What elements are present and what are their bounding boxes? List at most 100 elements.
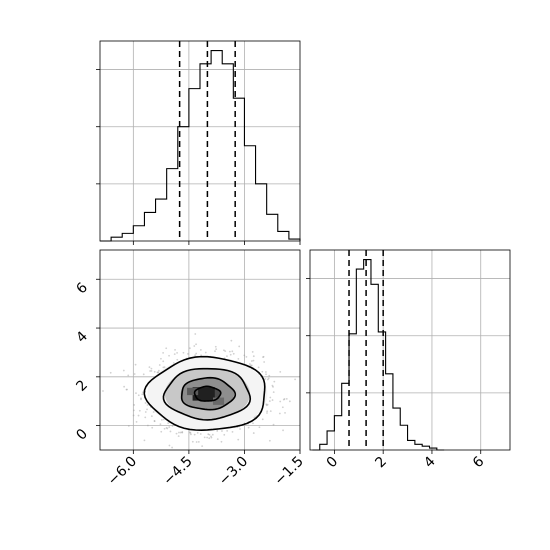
sample-point xyxy=(176,358,179,361)
sample-point xyxy=(279,400,282,403)
sample-point xyxy=(222,349,225,352)
sample-point xyxy=(151,426,154,429)
sample-point xyxy=(163,366,166,369)
sample-point xyxy=(176,351,178,354)
sample-point xyxy=(278,412,281,415)
sample-point xyxy=(214,350,216,353)
y-marginal-tick-label: 2 xyxy=(372,454,390,472)
sample-point xyxy=(162,366,165,369)
sample-point xyxy=(153,420,156,423)
sample-point xyxy=(220,440,223,443)
sample-point xyxy=(266,378,269,381)
sample-point xyxy=(203,436,206,439)
sample-point xyxy=(149,370,151,372)
sample-point xyxy=(140,397,142,400)
sample-point xyxy=(231,350,234,353)
sample-point xyxy=(265,373,267,376)
sample-point xyxy=(226,355,228,358)
sample-point xyxy=(272,423,275,426)
sample-point xyxy=(231,430,234,433)
sample-point xyxy=(174,348,176,351)
sample-point xyxy=(158,364,161,366)
sample-point xyxy=(261,418,264,421)
sample-point xyxy=(181,431,184,433)
sample-point xyxy=(224,350,227,353)
sample-point xyxy=(237,357,240,360)
sample-point xyxy=(247,426,250,429)
contour-line xyxy=(162,367,252,421)
y-tick-label: 6 xyxy=(73,280,91,298)
y-marginal-histogram xyxy=(312,258,445,451)
sample-point xyxy=(127,374,130,377)
sample-point xyxy=(261,370,264,373)
sample-point xyxy=(102,390,104,392)
y-marginal-tick-label: 6 xyxy=(470,453,488,471)
sample-point xyxy=(267,377,270,380)
sample-point xyxy=(193,433,196,436)
x-tick-label: −3.0 xyxy=(216,454,251,489)
sample-point xyxy=(194,450,196,452)
sample-point xyxy=(228,350,231,353)
y-tick-label: 2 xyxy=(73,377,91,395)
sample-point xyxy=(195,441,198,443)
sample-point xyxy=(147,424,149,427)
sample-point xyxy=(257,366,260,369)
x-marginal-quantiles xyxy=(178,41,236,241)
x-marginal-ticks xyxy=(96,69,301,245)
sample-point xyxy=(243,354,246,357)
sample-point xyxy=(141,393,144,396)
sample-point xyxy=(150,370,153,372)
sample-point xyxy=(146,408,148,411)
sample-point xyxy=(196,431,199,434)
sample-point xyxy=(171,446,174,449)
contour-line xyxy=(143,355,266,431)
sample-point xyxy=(168,444,171,447)
sample-point xyxy=(269,396,272,399)
sample-point xyxy=(266,412,268,414)
x-tick-label: −4.5 xyxy=(160,454,195,489)
sample-point xyxy=(123,385,126,388)
sample-point xyxy=(188,431,191,434)
sample-point xyxy=(143,439,146,442)
density-cell xyxy=(212,397,225,405)
sample-point xyxy=(148,366,151,368)
sample-point xyxy=(268,374,271,377)
sample-point xyxy=(238,345,241,348)
sample-point xyxy=(135,392,137,395)
sample-point xyxy=(160,418,163,421)
sample-point xyxy=(282,429,284,432)
sample-point xyxy=(172,362,175,364)
sample-point xyxy=(265,404,268,407)
sample-point xyxy=(190,433,192,436)
sample-point xyxy=(178,431,180,434)
sample-point xyxy=(285,397,288,400)
y-marginal-frame xyxy=(309,249,511,451)
sample-point xyxy=(127,424,130,427)
sample-point xyxy=(216,430,219,432)
x-tick-label: −1.5 xyxy=(271,454,306,489)
sample-point xyxy=(193,345,196,347)
sample-point xyxy=(229,353,232,356)
sample-point xyxy=(122,369,125,372)
sample-point xyxy=(210,435,212,438)
sample-point xyxy=(144,411,147,413)
sample-point xyxy=(201,445,204,447)
sample-point xyxy=(279,370,282,373)
x-marginal-histogram xyxy=(100,49,301,242)
sample-point xyxy=(214,345,217,348)
sample-point xyxy=(252,359,255,362)
joint-contours xyxy=(143,355,266,431)
sample-point xyxy=(199,349,202,351)
sample-point xyxy=(200,354,203,357)
sample-point xyxy=(142,391,144,394)
sample-point xyxy=(197,441,200,443)
sample-point xyxy=(216,438,219,441)
density-cell xyxy=(187,387,199,396)
sample-point xyxy=(177,435,180,437)
sample-point xyxy=(199,433,202,435)
sample-point xyxy=(237,438,240,441)
y-tick-label: 0 xyxy=(73,426,91,444)
sample-point xyxy=(281,406,284,409)
sample-point xyxy=(210,436,213,439)
sample-point xyxy=(133,404,136,406)
